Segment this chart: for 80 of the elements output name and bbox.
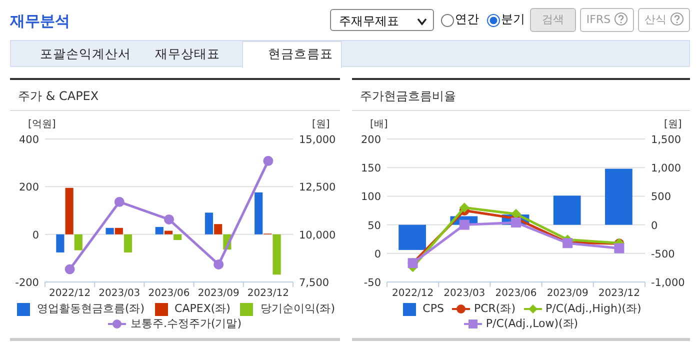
text: 포괄손익계산서	[40, 46, 131, 63]
legend-label: CAPEX(좌)	[174, 302, 230, 316]
bar	[272, 234, 281, 275]
y2-tick-label: -1,000	[651, 277, 685, 289]
y2-tick-label: 1,500	[651, 134, 682, 146]
bar	[114, 228, 123, 234]
bar	[204, 212, 214, 234]
y-tick-label: -50	[364, 277, 381, 289]
bar	[65, 188, 74, 234]
x-tick-label: 2023/09	[198, 288, 240, 299]
x-tick-label: 2023/06	[148, 288, 190, 299]
bar	[605, 168, 632, 225]
text: 연간	[455, 11, 479, 28]
text: 산식	[644, 13, 666, 26]
bar	[155, 226, 164, 234]
y-axis-title: [억원]	[28, 119, 56, 130]
bar	[398, 224, 426, 250]
text: 주재무제표	[330, 9, 434, 31]
y-axis-title: [배]	[370, 119, 388, 130]
chart-title: 주가 & CAPEX	[18, 88, 99, 105]
y2-tick-label: -500	[651, 248, 675, 260]
text: 분기	[501, 11, 525, 28]
y2-tick-label: 10,000	[299, 229, 336, 242]
x-tick-label: 2023/09	[546, 288, 588, 299]
bar	[254, 192, 263, 234]
x-tick-label: 2022/12	[392, 288, 434, 299]
point	[64, 264, 75, 274]
chart-title: 주가현금흐름비율	[360, 88, 456, 105]
legend-label: 영업활동현금흐름(좌)	[36, 302, 145, 316]
x-tick-label: 2023/03	[444, 288, 486, 299]
legend-label: CPS	[422, 302, 444, 316]
bar	[553, 196, 581, 225]
y2-tick-label: 7,500	[299, 277, 330, 289]
point	[614, 243, 624, 254]
text: 재무분석	[10, 12, 70, 31]
bar	[124, 234, 132, 252]
x-tick-label: 2022/12	[49, 288, 91, 299]
y2-tick-label: 500	[651, 191, 672, 204]
text: IFRS	[586, 13, 611, 26]
y2-tick-label: 12,500	[299, 182, 336, 194]
bar	[214, 224, 222, 234]
y-tick-label: -200	[15, 277, 39, 289]
bar	[56, 234, 64, 252]
legend-label: PCR(좌)	[474, 302, 516, 316]
point	[164, 214, 174, 224]
point	[459, 220, 470, 230]
legend-label: 당기순이익(좌)	[260, 302, 336, 316]
y-tick-label: 200	[360, 134, 381, 146]
point	[511, 218, 521, 228]
point	[459, 202, 470, 213]
x-tick-label: 2023/03	[98, 288, 140, 299]
legend-label: P/C(Adj.,Low)(좌)	[486, 317, 578, 331]
bar	[174, 234, 182, 240]
legend-label: 보통주.수정주가(기말)	[130, 317, 242, 331]
point	[214, 259, 224, 270]
bar	[106, 228, 114, 234]
bar	[74, 234, 82, 250]
y2-axis-title: [원]	[312, 119, 330, 130]
point	[511, 208, 521, 219]
text: 현금흐름표	[268, 46, 333, 63]
y2-tick-label: 1,000	[651, 162, 682, 175]
y-tick-label: 150	[360, 162, 381, 175]
y-tick-label: 0	[32, 229, 39, 242]
point	[263, 156, 274, 166]
text: 검색	[530, 8, 576, 32]
y-tick-label: 400	[18, 134, 39, 146]
y2-axis-title: [원]	[664, 119, 682, 130]
x-tick-label: 2023/06	[495, 288, 537, 299]
y-tick-label: 200	[18, 182, 39, 194]
x-tick-label: 2023/12	[598, 288, 640, 299]
point	[114, 196, 124, 207]
x-tick-label: 2023/12	[247, 288, 289, 299]
y-tick-label: 100	[360, 191, 381, 204]
y2-tick-label: 15,000	[299, 134, 336, 146]
text: 재무상태표	[155, 46, 220, 63]
y-tick-label: 0	[374, 248, 381, 260]
y2-tick-label: 0	[651, 220, 658, 232]
legend-label: P/C(Adj.,High)(좌)	[546, 302, 642, 316]
bar	[164, 230, 173, 234]
y-tick-label: 50	[368, 220, 381, 232]
